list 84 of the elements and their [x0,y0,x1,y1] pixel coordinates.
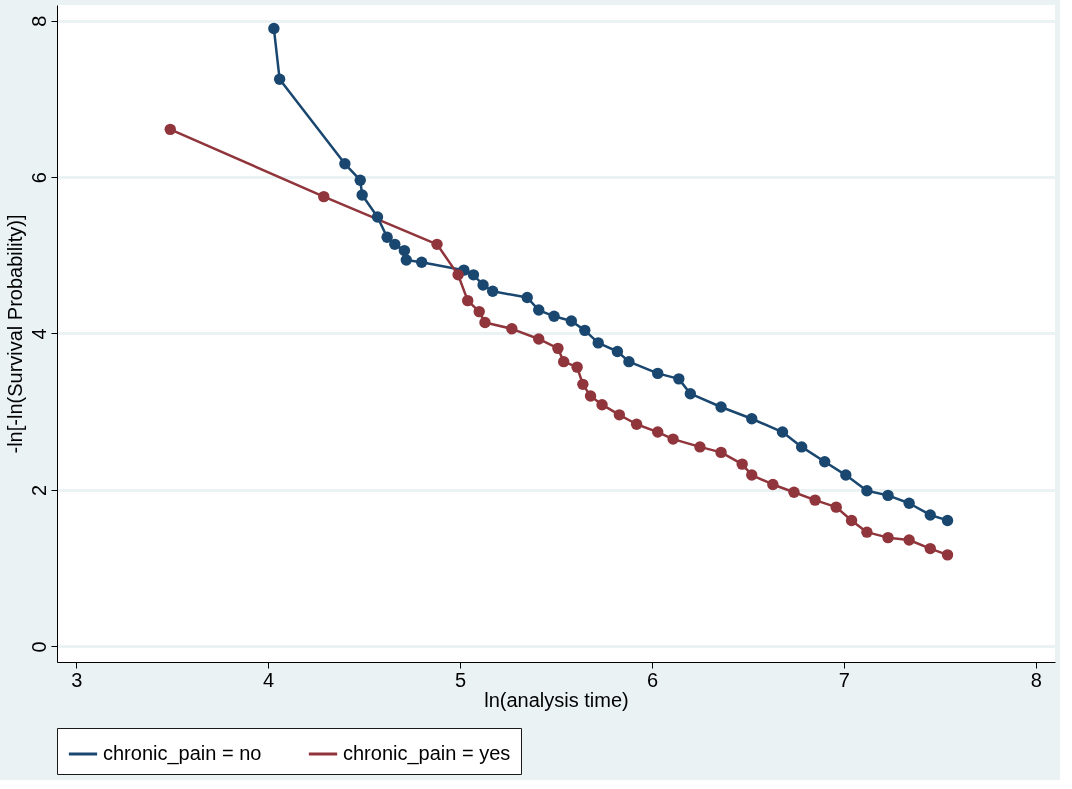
point [415,256,428,269]
point [268,22,280,35]
point [776,426,789,438]
y-tick-label: 0 [27,641,50,653]
point [861,485,873,497]
point [818,456,831,468]
point [400,254,412,266]
point [571,361,583,373]
point [830,501,842,513]
point [579,324,591,337]
point [767,478,779,491]
y-tick-label: 8 [27,15,50,27]
point [684,388,697,400]
point [840,469,852,481]
point [164,123,176,136]
point [694,441,706,453]
point [652,426,664,438]
point [941,549,954,561]
point [845,514,858,527]
point [623,355,635,368]
point [577,378,589,391]
x-axis-title: ln(analysis time) [484,688,629,711]
point [381,231,393,243]
point [389,238,401,251]
x-tick-label: 6 [646,668,659,691]
x-tick-label: 7 [838,668,850,691]
point [941,514,954,527]
legend-label: chronic_pain = yes [343,742,511,765]
point [565,315,578,327]
x-tick-label: 4 [263,668,275,691]
point [486,285,499,297]
point [715,401,727,413]
point [354,174,366,186]
point [809,494,821,506]
point [477,279,489,291]
point [273,73,286,85]
point [903,497,915,509]
point [673,373,685,385]
point [552,342,564,355]
point [356,189,368,201]
point [630,418,643,430]
point [613,409,626,421]
point [611,345,624,358]
x-tick-label: 3 [71,668,83,691]
x-tick-label: 8 [1030,668,1042,691]
point [795,441,808,453]
y-tick-label: 2 [27,484,50,496]
point [584,390,597,402]
point [479,316,491,329]
point [924,509,936,521]
point [736,458,748,470]
point [533,333,545,345]
point [473,305,485,318]
x-tick-label: 5 [454,668,467,691]
point [715,446,727,459]
point [467,269,480,281]
y-axis-title: -ln[-ln(Survival Probability)] [3,214,26,454]
point [318,190,330,203]
point [557,355,570,368]
point [452,269,464,281]
point [746,469,758,481]
point [903,534,915,546]
legend-label: chronic_pain = no [103,742,262,765]
point [652,367,664,380]
point [882,489,894,502]
point [371,211,384,223]
y-tick-label: 6 [27,172,50,184]
point [746,413,758,425]
point [431,238,443,251]
point [596,398,608,411]
point [339,158,351,170]
point [533,304,545,316]
point [398,244,411,257]
point [788,486,800,498]
point [548,310,560,322]
point [861,526,873,538]
point [506,323,518,335]
point [882,531,894,544]
point [592,337,604,349]
point [924,542,936,555]
point [462,294,474,307]
point [521,291,533,304]
y-tick-label: 4 [27,328,50,340]
point [667,433,679,445]
